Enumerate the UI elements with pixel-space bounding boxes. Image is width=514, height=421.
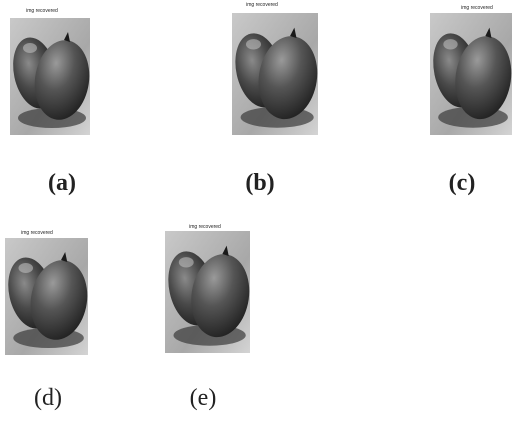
panel-title: img recovered [461, 5, 493, 11]
panel-label: (d) [34, 385, 62, 411]
panel: img recovered (d) [2, 230, 93, 411]
panel: img recovered (e) [162, 224, 255, 411]
panel-label: (b) [245, 170, 274, 196]
recovered-image [427, 13, 514, 135]
panel-title: img recovered [246, 2, 278, 8]
highlight [179, 257, 194, 267]
panel: img recovered (c) [427, 5, 514, 196]
panel-title: img recovered [21, 230, 53, 236]
recovered-image [2, 238, 93, 355]
panel-label: (a) [48, 170, 76, 196]
page: img recovered(a)img recovered(b)img reco… [0, 0, 514, 421]
panel-title: img recovered [189, 224, 221, 230]
recovered-image [7, 18, 94, 135]
panel-label: (c) [449, 170, 476, 196]
figure: img recovered(a)img recovered(b)img reco… [0, 0, 514, 421]
highlight [18, 263, 33, 273]
panel: img recovered (a) [7, 8, 94, 196]
highlight [23, 43, 37, 53]
panel: img recovered (b) [229, 2, 323, 196]
highlight [246, 39, 261, 49]
panel-label: (e) [190, 385, 217, 411]
recovered-image [162, 231, 255, 353]
panel-title: img recovered [26, 8, 58, 14]
highlight [443, 39, 457, 49]
recovered-image [229, 13, 323, 135]
